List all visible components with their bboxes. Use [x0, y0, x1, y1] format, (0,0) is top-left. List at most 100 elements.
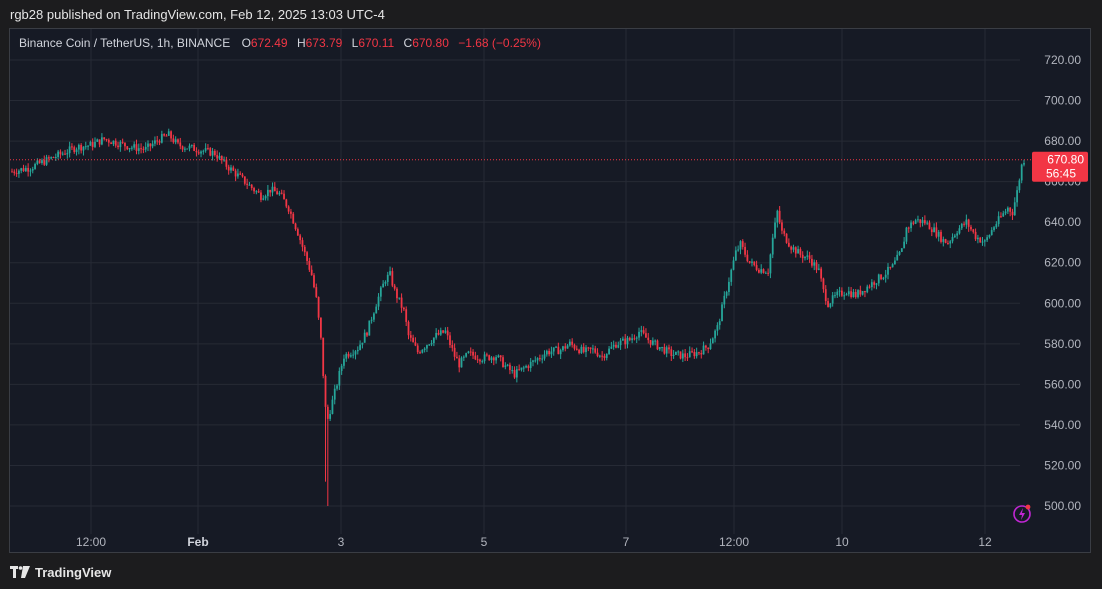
y-tick-label: 700.00 [1044, 94, 1081, 108]
candle-body [679, 351, 682, 359]
candle-body [873, 282, 876, 285]
candle-body [47, 157, 50, 159]
candle-body [506, 364, 509, 366]
candle-body [400, 297, 403, 308]
legend-symbol: Binance Coin / TetherUS, 1h, BINANCE [19, 36, 231, 50]
candle-body [435, 332, 438, 338]
candle-body [230, 167, 232, 171]
candle-body [428, 344, 431, 346]
candle-body [61, 153, 64, 155]
y-tick-label: 680.00 [1044, 134, 1081, 148]
candle-body [820, 268, 823, 279]
candle-body [850, 291, 853, 298]
candle-body [465, 353, 468, 357]
candle-body [499, 355, 502, 358]
candle-body [757, 269, 760, 273]
candle-body [993, 227, 995, 231]
candle-body [190, 144, 193, 146]
candle-body [11, 171, 13, 173]
candle-body [107, 139, 110, 143]
candle-body [921, 220, 924, 224]
lightning-icon[interactable] [1012, 503, 1032, 523]
candle-body [552, 347, 555, 352]
candle-body [292, 213, 295, 224]
candle-body [276, 191, 279, 195]
candle-body [661, 346, 663, 348]
candle-body [449, 335, 451, 345]
candle-body [534, 360, 537, 362]
candle-body [838, 290, 841, 292]
candle-body [200, 151, 202, 154]
candle-body [529, 361, 532, 369]
candle-body [202, 150, 205, 152]
candle-body [469, 351, 472, 353]
candle-body [981, 241, 984, 243]
candle-body [296, 229, 299, 236]
candle-body [41, 160, 43, 164]
candle-body [536, 358, 539, 361]
candle-body [628, 337, 631, 341]
candle-body [179, 142, 182, 147]
candle-body [1000, 216, 1002, 218]
candle-body [444, 330, 447, 333]
candle-body [817, 268, 820, 270]
candle-body [458, 358, 461, 368]
candle-body [338, 370, 341, 386]
candle-body [207, 148, 209, 150]
candle-body [71, 146, 73, 148]
candle-body [349, 355, 352, 357]
candle-body [785, 233, 788, 243]
candle-body [707, 347, 710, 350]
footer-brand[interactable]: TradingView [10, 563, 111, 581]
candle-body [555, 346, 557, 348]
candle-body [792, 247, 795, 250]
chart-panel[interactable]: 720.00700.00680.00660.00640.00620.00600.… [9, 28, 1091, 553]
candle-body [462, 356, 465, 358]
candle-body [481, 361, 484, 363]
candle-body [393, 285, 396, 289]
candle-body [767, 272, 770, 274]
candle-body [45, 157, 48, 165]
candle-body [98, 139, 101, 145]
candlestick-chart[interactable]: 720.00700.00680.00660.00640.00620.00600.… [10, 29, 1091, 553]
candle-body [592, 348, 594, 350]
candle-body [27, 167, 30, 172]
candle-body [142, 148, 145, 150]
candle-body [654, 340, 657, 342]
candle-body [299, 235, 302, 241]
candle-body [361, 342, 364, 345]
candle-body [997, 216, 1000, 225]
candle-body [121, 141, 124, 143]
candle-body [271, 186, 274, 193]
candle-body [147, 143, 149, 147]
candle-body [645, 333, 647, 338]
candle-body [154, 140, 156, 144]
candle-body [734, 250, 737, 261]
candle-body [432, 337, 435, 344]
candle-body [919, 219, 922, 224]
candle-body [891, 264, 894, 268]
candle-body [935, 227, 938, 237]
candle-body [956, 233, 959, 236]
candle-body [320, 317, 322, 338]
candle-body [91, 141, 94, 147]
candle-body [711, 338, 714, 344]
candle-body [485, 354, 488, 356]
candle-body [702, 345, 705, 355]
candle-body [430, 343, 433, 345]
candle-body [181, 146, 184, 150]
x-tick-label: 12 [978, 535, 992, 549]
candle-body [714, 330, 716, 339]
x-tick-label: 5 [481, 535, 488, 549]
candle-body [340, 365, 343, 371]
candle-body [84, 146, 87, 148]
candle-body [248, 184, 251, 186]
candle-body [163, 134, 166, 136]
candle-body [617, 345, 620, 348]
candle-body [396, 288, 398, 299]
candle-body [619, 340, 622, 346]
candle-body [416, 345, 419, 353]
candle-body [903, 241, 906, 249]
candle-body [220, 155, 223, 161]
candle-body [732, 260, 735, 270]
